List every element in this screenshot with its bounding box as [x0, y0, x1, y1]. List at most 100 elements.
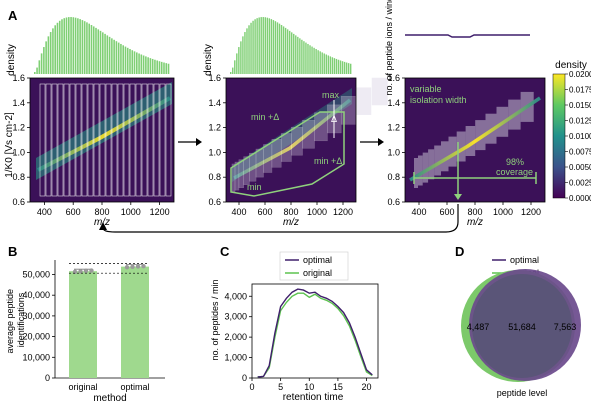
- x-tick-label: 400: [411, 207, 426, 217]
- histogram-bar: [274, 21, 277, 74]
- histogram-bar: [347, 63, 350, 74]
- histogram-bar: [301, 39, 303, 74]
- colorbar-tick-label: 0.0125: [569, 117, 591, 126]
- histogram-bar: [43, 47, 45, 74]
- histogram-bar: [142, 55, 145, 74]
- histogram-bar: [40, 53, 43, 74]
- legend-label-original: original: [303, 268, 332, 278]
- isolation-window: [129, 83, 136, 197]
- venn-left-only: 4,487: [467, 322, 490, 332]
- histogram-bar: [262, 17, 264, 74]
- y-tick-label: 0.8: [387, 172, 400, 182]
- legend-box: [279, 251, 349, 281]
- ion-cloud-ridge: [409, 96, 541, 182]
- x-tick-label: 400: [37, 207, 52, 217]
- histogram-bar: [158, 61, 161, 74]
- coverage-window: [414, 158, 418, 188]
- histogram-bar: [327, 55, 330, 74]
- isolation-window: [39, 83, 46, 197]
- venn-right-only: 7,563: [554, 322, 577, 332]
- colorbar: density 0.02000.01750.01500.01250.01000.…: [552, 60, 591, 203]
- y-tick-label: 1.2: [387, 123, 400, 133]
- histogram-bar: [252, 20, 254, 74]
- ylabel-line-1: average peptide: [5, 289, 15, 354]
- isolation-window: [63, 83, 70, 197]
- histogram-bar: [331, 57, 334, 74]
- y-tick-label: 1.6: [12, 73, 25, 83]
- y-tick-label: 0.6: [387, 197, 400, 207]
- isolation-window: [153, 83, 160, 197]
- y-tick-label: 1.2: [12, 123, 25, 133]
- histogram-bar: [329, 56, 332, 74]
- density-histogram: [34, 17, 170, 75]
- isolation-window: [93, 83, 100, 197]
- y-tick-label: 1.4: [387, 98, 400, 108]
- ion-cloud-ridge: [233, 98, 352, 180]
- panel-letter-a: A: [8, 8, 18, 23]
- x-tick-label: 600: [439, 207, 454, 217]
- histogram-bar: [286, 29, 289, 74]
- histogram-bar: [74, 17, 77, 75]
- histogram-bar: [131, 50, 134, 74]
- histogram-bar: [232, 67, 234, 74]
- variable-window: [263, 144, 273, 173]
- histogram-bar: [54, 25, 56, 74]
- x-tick-label: optimal: [120, 382, 149, 392]
- histogram-bar: [240, 41, 242, 74]
- panel-a-subplot-3: no. of peptide ions / window variable is…: [384, 0, 546, 228]
- isolation-window: [123, 83, 130, 197]
- histogram-bar: [63, 18, 66, 74]
- isolation-window: [51, 83, 58, 197]
- histogram-bar: [317, 50, 319, 74]
- heatmap-axes: 400 600 800 1000 1200 0.6 0.8 1.0 1.2 1.4 1.6: [12, 73, 175, 217]
- histogram-bar: [52, 28, 54, 74]
- annotation-min-plus-delta-right: min +Δ: [314, 156, 342, 166]
- x-tick-label: 800: [467, 207, 482, 217]
- histogram-bar: [72, 17, 75, 75]
- coverage-window: [475, 120, 486, 151]
- histogram-bar: [256, 18, 258, 74]
- bar-optimal: [121, 266, 149, 378]
- isolation-window: [147, 83, 154, 197]
- x-tick-label: 10: [304, 382, 314, 392]
- histogram-bar: [45, 41, 47, 74]
- histogram-bar: [341, 61, 344, 74]
- x-tick-label: 1000: [493, 207, 513, 217]
- histogram-bar: [149, 58, 152, 74]
- coverage-arrow-head: [454, 194, 462, 200]
- variable-window: [280, 133, 292, 162]
- isolation-window: [57, 83, 64, 197]
- variable-window: [291, 126, 303, 156]
- histogram-bar: [278, 23, 281, 74]
- histogram-bar: [311, 46, 313, 74]
- y-tick-label: 1.4: [12, 98, 25, 108]
- y-tick-label: 1.4: [208, 98, 221, 108]
- y-tick-label: 1.6: [208, 73, 221, 83]
- histogram-bar: [154, 59, 156, 74]
- y-tick-label: 1.2: [208, 123, 221, 133]
- histogram-bar: [49, 32, 52, 74]
- coverage-window: [422, 152, 429, 183]
- histogram-bar: [339, 60, 342, 74]
- legend-label-optimal: optimal: [303, 255, 332, 265]
- venn-caption: peptide level: [497, 388, 548, 398]
- coverage-window: [434, 145, 441, 176]
- histogram-bar: [349, 63, 352, 74]
- variable-window: [249, 152, 257, 182]
- panel-b: average peptide identifications 0 10,000 2…: [5, 260, 165, 404]
- y-tick-label: 30,000: [22, 311, 50, 321]
- histogram-bar: [99, 30, 102, 74]
- histogram-bar: [288, 30, 291, 74]
- colorbar-tick-label: 0.0025: [569, 179, 591, 188]
- histogram-bar: [147, 57, 149, 74]
- colorbar-gradient: [552, 73, 566, 199]
- histogram-bar: [163, 62, 165, 74]
- colorbar-tick-label: 0.0175: [569, 86, 591, 95]
- histogram-bar: [319, 51, 321, 74]
- bar-chart: 0 10,000 20,000 30,000 40,000 50,000 original o…: [22, 260, 165, 392]
- histogram-bar: [307, 43, 309, 74]
- x-axis-label: m/z: [467, 217, 483, 228]
